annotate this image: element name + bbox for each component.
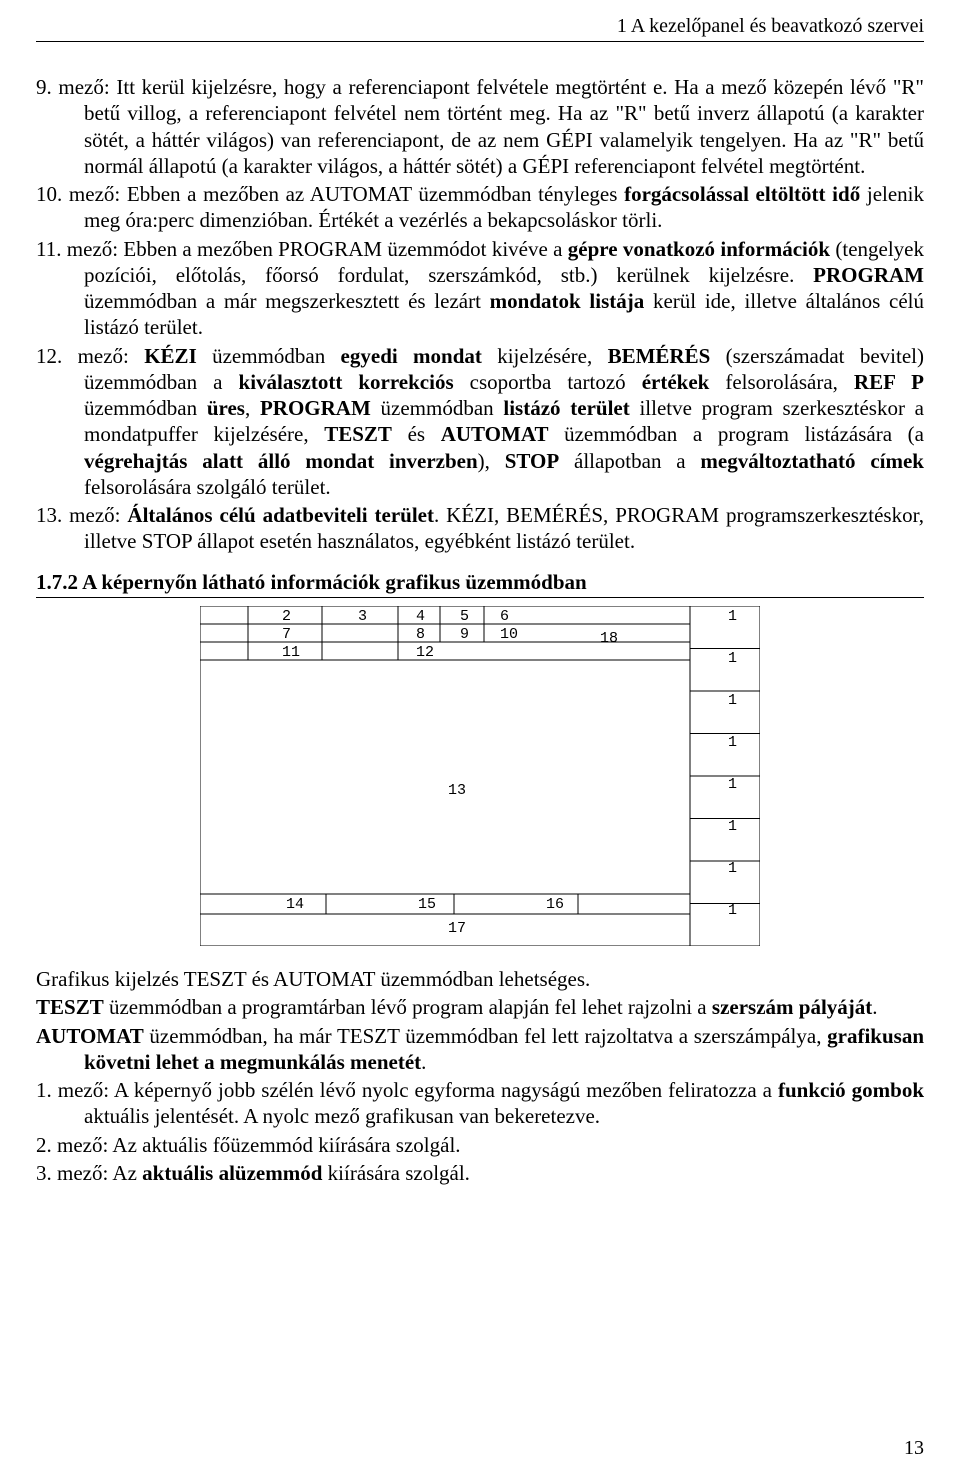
svg-text:18: 18: [600, 630, 618, 647]
field-9: 9. mező: Itt kerül kijelzésre, hogy a re…: [36, 74, 924, 179]
field-10: 10. mező: Ebben a mezőben az AUTOMAT üze…: [36, 181, 924, 234]
svg-text:4: 4: [416, 608, 425, 625]
field-11: 11. mező: Ebben a mezőben PROGRAM üzemmó…: [36, 236, 924, 341]
document-page: 1 A kezelőpanel és beavatkozó szervei 9.…: [0, 0, 960, 1473]
svg-text:1: 1: [728, 650, 737, 667]
svg-text:1: 1: [728, 734, 737, 751]
svg-text:6: 6: [500, 608, 509, 625]
svg-text:1: 1: [728, 860, 737, 877]
field-13: 13. mező: Általános célú adatbeviteli te…: [36, 502, 924, 555]
field-3-desc: 3. mező: Az aktuális alüzemmód kiírására…: [36, 1160, 924, 1186]
field-1-desc: 1. mező: A képernyő jobb szélén lévő nyo…: [36, 1077, 924, 1130]
svg-text:15: 15: [418, 896, 436, 913]
field-2-desc: 2. mező: Az aktuális főüzemmód kiírására…: [36, 1132, 924, 1158]
svg-text:1: 1: [728, 902, 737, 919]
svg-text:12: 12: [416, 644, 434, 661]
svg-text:1: 1: [728, 608, 737, 625]
svg-text:9: 9: [460, 626, 469, 643]
svg-text:1: 1: [728, 776, 737, 793]
graphic-note-automat: AUTOMAT üzemmódban, ha már TESZT üzemmód…: [36, 1023, 924, 1076]
svg-text:1: 1: [728, 818, 737, 835]
svg-text:11: 11: [282, 644, 300, 661]
page-header: 1 A kezelőpanel és beavatkozó szervei: [36, 14, 924, 42]
svg-text:1: 1: [728, 692, 737, 709]
screen-layout-diagram: 2345678910111218131415161711111111: [36, 606, 924, 952]
svg-text:3: 3: [358, 608, 367, 625]
body-text: 9. mező: Itt kerül kijelzésre, hogy a re…: [36, 74, 924, 1186]
svg-text:8: 8: [416, 626, 425, 643]
svg-text:13: 13: [448, 782, 466, 799]
svg-text:16: 16: [546, 896, 564, 913]
header-title: 1 A kezelőpanel és beavatkozó szervei: [617, 15, 924, 37]
svg-text:14: 14: [286, 896, 304, 913]
diagram-svg: 2345678910111218131415161711111111: [200, 606, 760, 946]
graphic-note-1: Grafikus kijelzés TESZT és AUTOMAT üzemm…: [36, 966, 924, 992]
field-12: 12. mező: KÉZI üzemmódban egyedi mondat …: [36, 343, 924, 501]
svg-text:2: 2: [282, 608, 291, 625]
svg-text:5: 5: [460, 608, 469, 625]
svg-text:7: 7: [282, 626, 291, 643]
page-number: 13: [904, 1436, 924, 1461]
svg-text:17: 17: [448, 920, 466, 937]
section-heading-172: 1.7.2 A képernyőn látható információk gr…: [36, 569, 924, 598]
svg-text:10: 10: [500, 626, 518, 643]
graphic-note-teszt: TESZT üzemmódban a programtárban lévő pr…: [36, 994, 924, 1020]
